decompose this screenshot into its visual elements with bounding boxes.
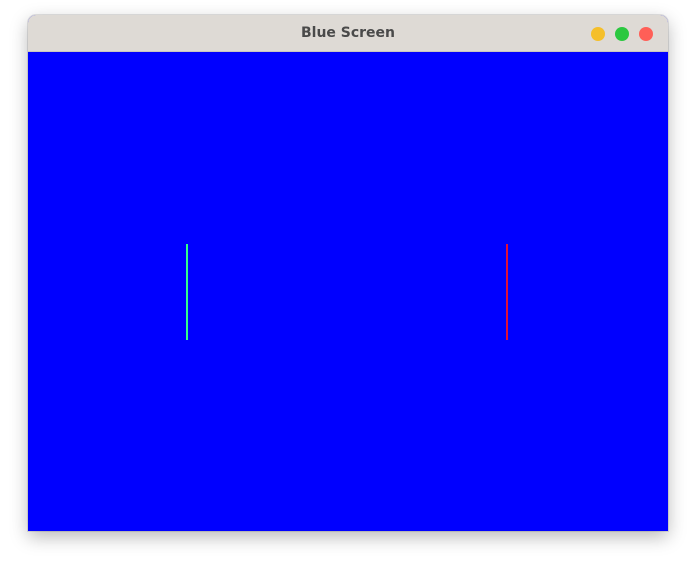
right-paddle	[506, 244, 508, 340]
maximize-button[interactable]	[615, 27, 629, 41]
left-paddle	[186, 244, 188, 340]
app-window: Blue Screen	[28, 15, 668, 531]
title-bar[interactable]: Blue Screen	[28, 15, 668, 52]
game-canvas[interactable]	[28, 52, 668, 531]
window-title: Blue Screen	[300, 25, 396, 41]
minimize-button[interactable]	[591, 27, 605, 41]
close-button[interactable]	[639, 27, 653, 41]
